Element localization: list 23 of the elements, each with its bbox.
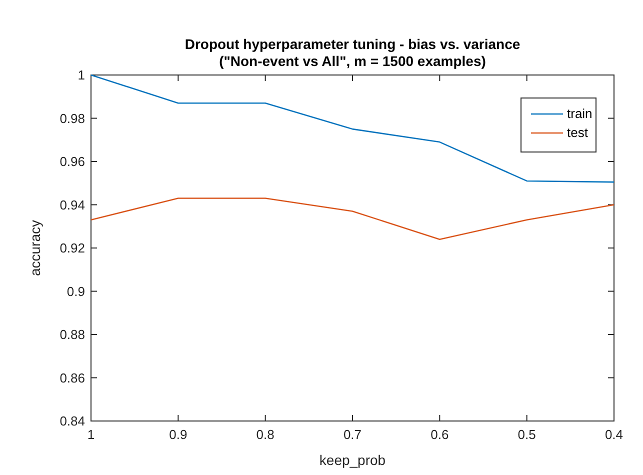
x-tick-label: 0.5 xyxy=(518,427,536,442)
y-tick-label: 1 xyxy=(78,68,85,82)
y-tick-label: 0.96 xyxy=(60,154,85,169)
line-series xyxy=(90,198,615,240)
x-tick-label: 0.7 xyxy=(343,427,362,442)
y-tick-label: 0.9 xyxy=(66,284,85,299)
y-tick-label: 0.84 xyxy=(60,414,85,428)
x-tick-label: 0.9 xyxy=(169,427,188,442)
y-axis-title: accuracy xyxy=(27,220,43,276)
x-tick-label: 1 xyxy=(87,427,95,442)
chart-title: Dropout hyperparameter tuning - bias vs. variance ("Non-event vs All", m = 1500 examples) xyxy=(184,36,520,69)
x-axis-title: keep_prob xyxy=(319,452,386,468)
y-tick-label: 0.92 xyxy=(60,240,85,256)
y-tick-label: 0.88 xyxy=(60,327,85,342)
x-tick-label: 0.4 xyxy=(604,427,624,442)
line-series xyxy=(90,74,615,183)
x-tick-label: 0.8 xyxy=(256,427,274,442)
y-tick-label: 0.98 xyxy=(60,110,85,126)
legend-label: test xyxy=(567,125,588,140)
legend-label: train xyxy=(567,106,592,121)
y-tick-label: 0.94 xyxy=(60,197,85,212)
y-tick-label: 0.86 xyxy=(60,370,85,386)
x-tick-label: 0.6 xyxy=(430,427,449,442)
